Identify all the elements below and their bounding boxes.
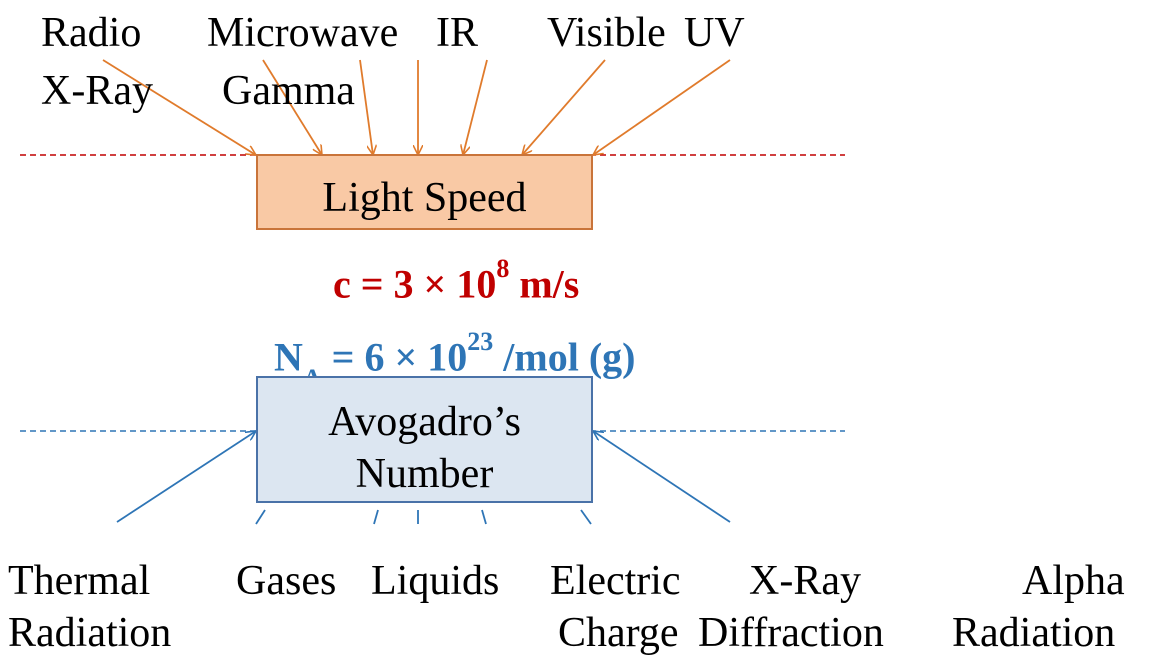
arrow-microwave [359, 59, 373, 155]
arrow-thermal [116, 431, 256, 523]
label-gamma: Gamma [222, 68, 355, 114]
label-thermal: Thermal [8, 558, 151, 604]
light-speed-label: Light Speed [322, 175, 527, 221]
light-speed-box: Light Speed [256, 154, 593, 230]
avogadro-box: Avogadro’s Number [256, 376, 593, 503]
label-radiation-left: Radiation [8, 610, 172, 655]
label-ir: IR [436, 10, 478, 56]
label-liquids: Liquids [371, 558, 500, 604]
label-xray-top: X-Ray [41, 68, 153, 114]
avogadro-middle: = 6 × 10 [321, 334, 468, 380]
avogadro-box-line1: Avogadro’s [328, 399, 521, 445]
label-gases: Gases [236, 558, 337, 604]
label-uv: UV [684, 10, 745, 56]
label-diffraction: Diffraction [698, 610, 884, 655]
arrow-radio [102, 59, 256, 155]
label-electric: Electric [550, 558, 681, 604]
stub-charge [481, 509, 487, 525]
avogadro-symbol: N [274, 334, 303, 380]
label-visible: Visible [547, 10, 666, 56]
stub-gases [255, 509, 266, 525]
arrow-uv [593, 59, 731, 155]
label-xray-bottom: X-Ray [749, 558, 861, 604]
avogadro-exponent: 23 [467, 327, 494, 356]
arrow-xray-top [262, 59, 322, 155]
label-radiation-right: Radiation [952, 610, 1116, 655]
label-charge: Charge [558, 610, 679, 655]
label-radio: Radio [41, 10, 142, 56]
label-microwave: Microwave [207, 10, 399, 56]
avogadro-box-line2: Number [355, 451, 494, 498]
speed-formula-exponent: 8 [496, 254, 510, 283]
label-alpha: Alpha [1022, 558, 1125, 604]
arrow-alpha [593, 431, 731, 523]
speed-formula-unit: m/s [509, 261, 580, 307]
avogadro-unit: /mol (g) [493, 334, 636, 380]
arrow-ir [463, 59, 488, 155]
arrow-visible [522, 59, 606, 155]
stub-diffraction [580, 509, 592, 525]
stub-liquids [373, 509, 379, 525]
speed-formula-prefix: c = 3 × 10 [333, 261, 497, 307]
avogadro-formula: NA = 6 × 1023 /mol (g) [274, 329, 636, 392]
speed-of-light-formula: c = 3 × 108 m/s [333, 256, 580, 307]
